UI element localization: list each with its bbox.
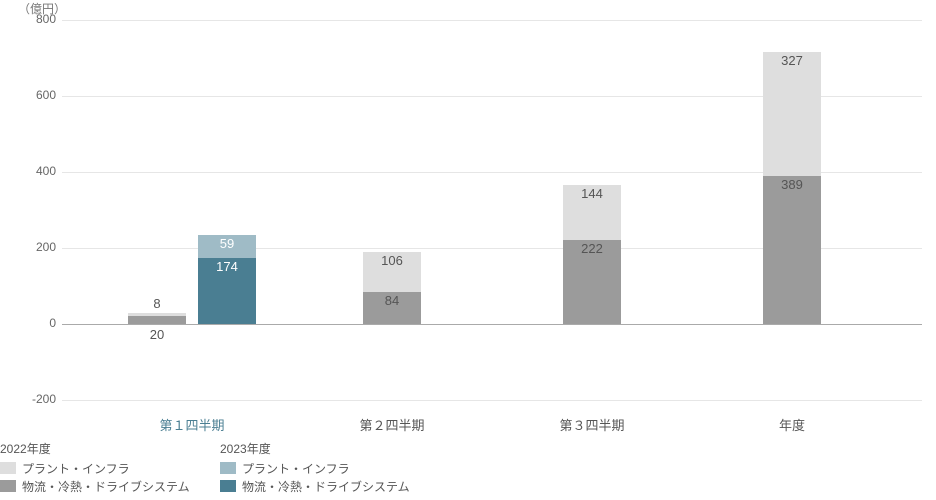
legend-col-2023: 2023年度 プラント・インフラ 物流・冷熱・ドライブシステム <box>220 440 410 495</box>
bar-segment <box>128 313 186 316</box>
legend-year-2023: 2023年度 <box>220 440 410 457</box>
x-category-label: 年度 <box>712 415 872 434</box>
value-label: 327 <box>763 54 821 68</box>
bar-segment <box>128 316 186 324</box>
y-tick-label: 400 <box>20 164 56 178</box>
legend-item-2022-logistics: 物流・冷熱・ドライブシステム <box>0 477 190 495</box>
x-category-label: 第１四半期 <box>112 415 272 434</box>
legend-swatch <box>220 480 236 492</box>
value-label: 222 <box>563 242 621 256</box>
bar-segment <box>763 176 821 324</box>
legend-item-2023-plant: プラント・インフラ <box>220 459 410 477</box>
y-tick-label: 0 <box>20 316 56 330</box>
value-label: 106 <box>363 254 421 268</box>
bar-segment <box>763 52 821 176</box>
y-tick-label: 600 <box>20 88 56 102</box>
value-label: 59 <box>198 237 256 251</box>
y-tick-label: 800 <box>20 12 56 26</box>
bar: 222 144 <box>563 20 621 400</box>
legend-swatch <box>0 480 16 492</box>
value-label: 84 <box>363 294 421 308</box>
legend-year-2022: 2022年度 <box>0 440 190 457</box>
bar: 174 59 <box>198 20 256 400</box>
legend-label: プラント・インフラ <box>242 460 350 477</box>
legend-swatch <box>0 462 16 474</box>
chart-container: （億円） -200020040060080020817459第１四半期84106… <box>0 0 936 500</box>
y-tick-label: 200 <box>20 240 56 254</box>
value-label: 389 <box>763 178 821 192</box>
legend-col-2022: 2022年度 プラント・インフラ 物流・冷熱・ドライブシステム <box>0 440 190 495</box>
legend-label: 物流・冷熱・ドライブシステム <box>242 478 410 495</box>
legend-label: 物流・冷熱・ドライブシステム <box>22 478 190 495</box>
legend-item-2023-logistics: 物流・冷熱・ドライブシステム <box>220 477 410 495</box>
x-category-label: 第２四半期 <box>312 415 472 434</box>
plot-area: -200020040060080020817459第１四半期84106第２四半期… <box>62 20 922 400</box>
value-label: 144 <box>563 187 621 201</box>
value-label: 8 <box>128 297 186 311</box>
bar: 389 327 <box>763 20 821 400</box>
bar: 20 8 <box>128 20 186 400</box>
legend-item-2022-plant: プラント・インフラ <box>0 459 190 477</box>
x-category-label: 第３四半期 <box>512 415 672 434</box>
legend-label: プラント・インフラ <box>22 460 130 477</box>
legend-swatch <box>220 462 236 474</box>
value-label: 20 <box>128 328 186 342</box>
value-label: 174 <box>198 260 256 274</box>
bar: 84 106 <box>363 20 421 400</box>
y-tick-label: -200 <box>20 392 56 406</box>
gridline <box>62 400 922 401</box>
